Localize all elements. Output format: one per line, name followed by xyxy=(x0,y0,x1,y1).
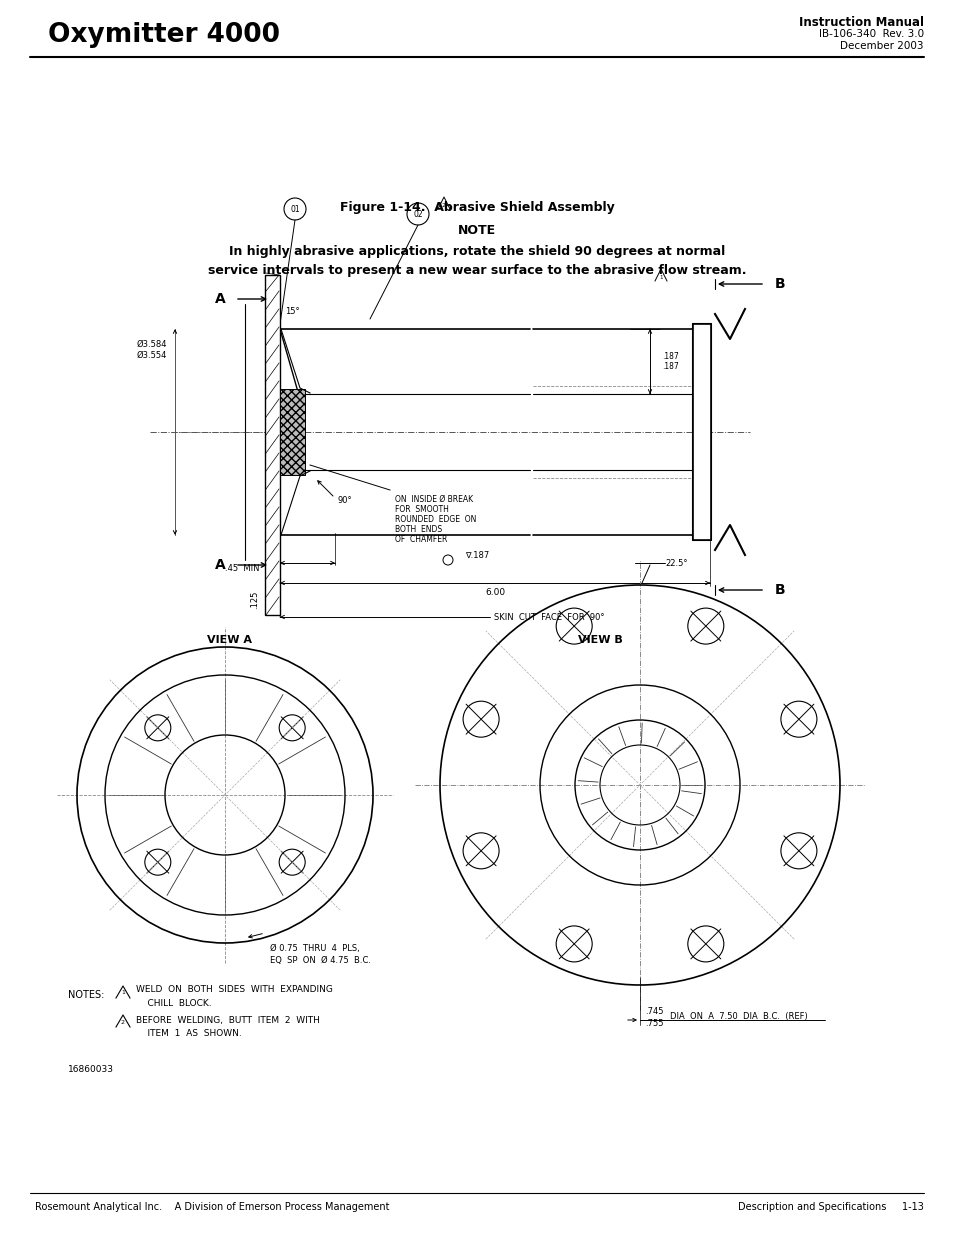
Text: CHILL  BLOCK.: CHILL BLOCK. xyxy=(136,999,212,1008)
Text: B: B xyxy=(774,583,784,597)
Text: ROUNDED  EDGE  ON: ROUNDED EDGE ON xyxy=(395,515,476,524)
Text: Rosemount Analytical Inc.    A Division of Emerson Process Management: Rosemount Analytical Inc. A Division of … xyxy=(35,1202,389,1212)
Text: Oxymitter 4000: Oxymitter 4000 xyxy=(48,22,280,48)
Text: VIEW A: VIEW A xyxy=(208,635,253,645)
Text: .187: .187 xyxy=(661,362,678,370)
Text: .45  MIN: .45 MIN xyxy=(225,563,260,573)
Text: VIEW B: VIEW B xyxy=(577,635,621,645)
Text: WELD  ON  BOTH  SIDES  WITH  EXPANDING: WELD ON BOTH SIDES WITH EXPANDING xyxy=(136,986,333,994)
Text: 22.5°: 22.5° xyxy=(664,558,687,568)
Text: 6.00: 6.00 xyxy=(484,588,504,597)
Text: B: B xyxy=(774,277,784,291)
Text: A: A xyxy=(214,291,225,306)
Text: 01: 01 xyxy=(290,205,299,214)
Text: BOTH  ENDS: BOTH ENDS xyxy=(395,525,441,534)
Text: Ø3.554: Ø3.554 xyxy=(136,351,167,359)
Text: ON  INSIDE Ø BREAK: ON INSIDE Ø BREAK xyxy=(395,495,473,504)
Text: 15°: 15° xyxy=(285,306,299,315)
Text: In highly abrasive applications, rotate the shield 90 degrees at normal: In highly abrasive applications, rotate … xyxy=(229,245,724,258)
Text: 2: 2 xyxy=(441,203,446,207)
Text: 2: 2 xyxy=(121,1020,125,1025)
Text: 16860033: 16860033 xyxy=(68,1066,113,1074)
Text: DIA  ON  A  7.50  DIA  B.C.  (REF): DIA ON A 7.50 DIA B.C. (REF) xyxy=(669,1013,807,1021)
Text: EQ  SP  ON  Ø 4.75  B.C.: EQ SP ON Ø 4.75 B.C. xyxy=(270,956,371,965)
Text: Description and Specifications     1-13: Description and Specifications 1-13 xyxy=(738,1202,923,1212)
Bar xyxy=(265,275,280,615)
Text: 1: 1 xyxy=(659,274,662,279)
Text: .745: .745 xyxy=(644,1008,662,1016)
Text: 1: 1 xyxy=(121,990,125,995)
Text: FOR  SMOOTH: FOR SMOOTH xyxy=(395,505,449,514)
Text: .755: .755 xyxy=(644,1019,662,1028)
Text: .125: .125 xyxy=(250,590,258,609)
Text: NOTES:: NOTES: xyxy=(68,990,104,1000)
Text: .187: .187 xyxy=(661,352,678,361)
Text: Figure 1-14.  Abrasive Shield Assembly: Figure 1-14. Abrasive Shield Assembly xyxy=(339,200,614,214)
Text: Ø3.584: Ø3.584 xyxy=(136,340,167,348)
Text: service intervals to present a new wear surface to the abrasive flow stream.: service intervals to present a new wear … xyxy=(208,263,745,277)
Text: ∇.187: ∇.187 xyxy=(464,551,489,559)
Text: 90°: 90° xyxy=(337,495,353,505)
Text: December 2003: December 2003 xyxy=(840,41,923,51)
Text: ITEM  1  AS  SHOWN.: ITEM 1 AS SHOWN. xyxy=(136,1029,241,1037)
Text: Ø 0.75  THRU  4  PLS,: Ø 0.75 THRU 4 PLS, xyxy=(270,944,359,952)
Text: A: A xyxy=(214,558,225,572)
Bar xyxy=(692,324,710,540)
Text: IB-106-340  Rev. 3.0: IB-106-340 Rev. 3.0 xyxy=(818,28,923,40)
Text: 02: 02 xyxy=(413,210,422,219)
Text: Instruction Manual: Instruction Manual xyxy=(799,16,923,28)
Text: BEFORE  WELDING,  BUTT  ITEM  2  WITH: BEFORE WELDING, BUTT ITEM 2 WITH xyxy=(136,1015,319,1025)
Text: OF  CHAMFER: OF CHAMFER xyxy=(395,535,447,543)
Text: SKIN  CUT  FACE  FOR  90°: SKIN CUT FACE FOR 90° xyxy=(494,613,604,621)
Bar xyxy=(280,389,305,475)
Text: NOTE: NOTE xyxy=(457,224,496,236)
